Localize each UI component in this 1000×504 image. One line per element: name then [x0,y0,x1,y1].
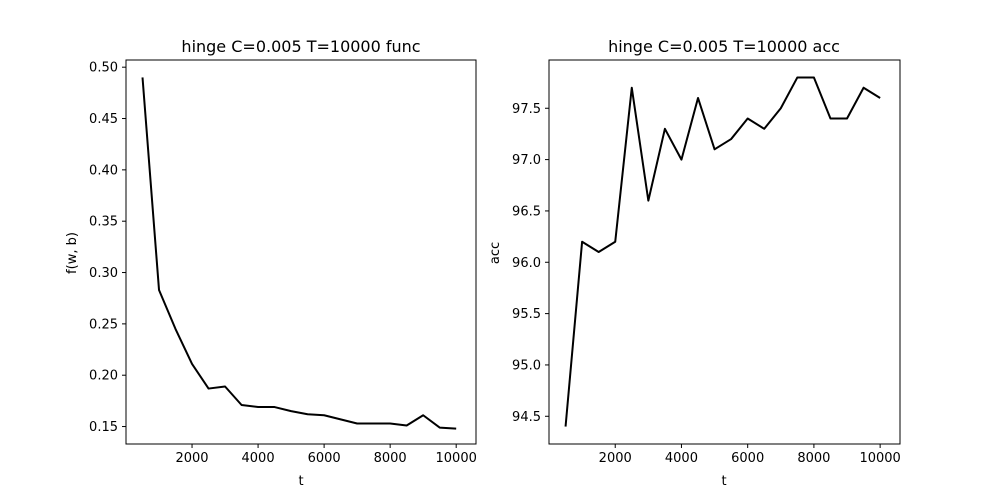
func-x-tick-label: 6000 [308,451,341,466]
func-y-tick-label: 0.15 [89,420,118,435]
func-x-tick-label: 4000 [242,451,275,466]
acc-y-tick-label: 96.0 [512,256,541,271]
acc-y-axis-label: acc [488,242,503,264]
acc-x-tick-label: 6000 [731,451,764,466]
acc-chart-title: hinge C=0.005 T=10000 acc [608,37,840,56]
acc-y-tick-label: 94.5 [512,410,541,425]
func-subplot: hinge C=0.005 T=10000 func t f(w, b) 200… [65,37,477,489]
func-series-line [141,77,457,430]
func-chart-title: hinge C=0.005 T=10000 func [181,37,420,56]
acc-ticks: 2000 4000 6000 8000 10000 94.5 95.0 95.5 96.0 96.… [512,102,901,466]
func-y-tick-label: 0.35 [89,215,118,230]
func-y-axis-label: f(w, b) [65,232,80,274]
func-axes-frame [125,59,477,445]
acc-y-tick-label: 95.0 [512,358,541,373]
func-x-tick-label: 10000 [436,451,477,466]
acc-x-axis-label: t [721,474,726,489]
func-y-tick-label: 0.45 [89,112,118,127]
acc-y-tick-label: 96.5 [512,204,541,219]
acc-x-tick-label: 4000 [665,451,698,466]
func-y-tick-label: 0.50 [89,61,118,76]
func-line-series [141,77,457,430]
acc-series-line [564,76,881,427]
acc-y-tick-label: 97.5 [512,102,541,117]
func-x-tick-label: 8000 [374,451,407,466]
func-y-tick-label: 0.25 [89,317,118,332]
func-y-tick-label: 0.20 [89,369,118,384]
acc-y-tick-label: 97.0 [512,153,541,168]
func-y-tick-label: 0.30 [89,266,118,281]
func-x-axis-label: t [298,474,303,489]
acc-y-tick-label: 95.5 [512,307,541,322]
acc-x-tick-label: 10000 [859,451,900,466]
acc-x-tick-label: 8000 [797,451,830,466]
func-y-tick-label: 0.40 [89,163,118,178]
func-x-tick-label: 2000 [175,451,208,466]
acc-x-tick-label: 2000 [599,451,632,466]
func-ticks: 2000 4000 6000 8000 10000 0.15 0.20 0.25 0.30 0.3… [89,61,477,466]
acc-line-series [564,76,881,427]
acc-axes-frame [548,59,901,445]
acc-subplot: hinge C=0.005 T=10000 acc t acc 2000 4000… [488,37,901,489]
